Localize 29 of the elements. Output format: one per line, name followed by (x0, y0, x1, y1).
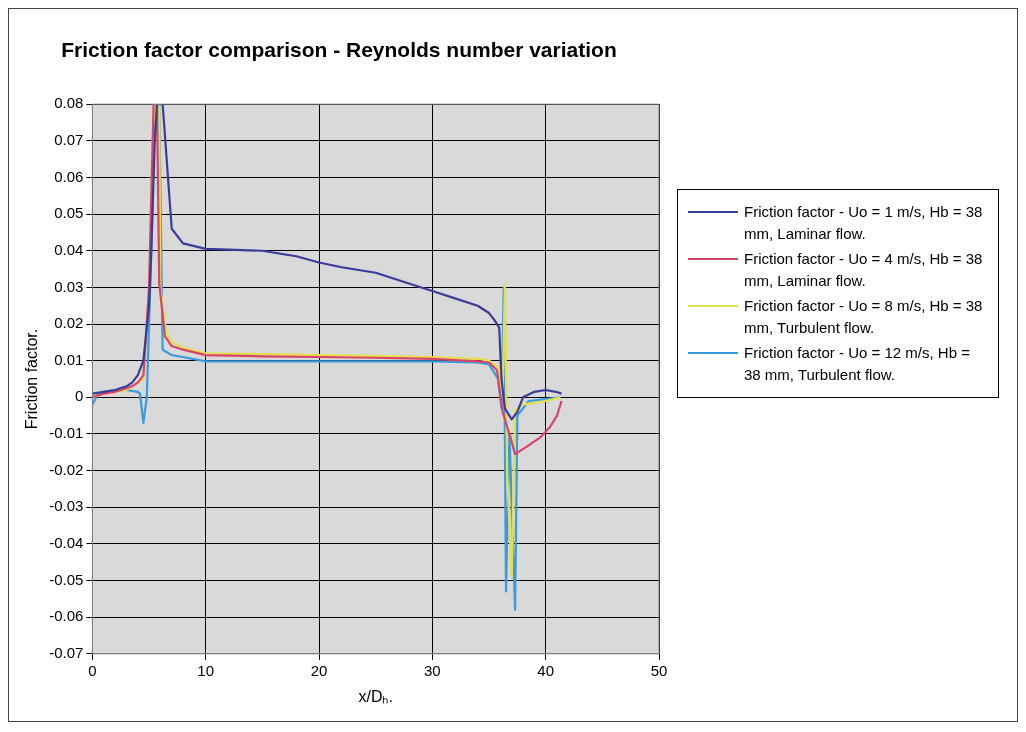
y-tick-label: -0.03 (49, 497, 84, 515)
y-tick-label: -0.05 (49, 570, 84, 588)
legend-label: Friction factor - Uo = 4 m/s, Hb = 38 mm, Laminar flow. (744, 249, 984, 291)
x-axis-title: x/Dₕ. (358, 687, 393, 705)
y-tick-label: -0.06 (49, 607, 84, 625)
x-tick-label: 20 (310, 661, 328, 679)
y-tick-label: 0.01 (54, 350, 84, 368)
y-tick-label: 0 (75, 387, 84, 405)
x-tick-label: 50 (650, 661, 668, 679)
y-tick-label: 0.04 (54, 240, 84, 258)
y-tick-label: 0.07 (54, 130, 84, 148)
legend-label: Friction factor - Uo = 12 m/s, Hb = 38 mm, Turbulent flow. (744, 343, 971, 385)
y-tick-label: -0.04 (49, 534, 84, 552)
x-tick-label: 10 (197, 661, 215, 679)
legend-label: Friction factor - Uo = 1 m/s, Hb = 38 mm, Laminar flow. (744, 202, 984, 244)
y-tick-label: 0.03 (54, 277, 84, 295)
y-tick-label: -0.02 (49, 460, 84, 478)
chart-title: Friction factor comparison - Reynolds number variation (61, 38, 617, 62)
y-axis-title: Friction factor. (23, 328, 41, 430)
y-tick-label: 0.02 (54, 314, 84, 332)
legend-label: Friction factor - Uo = 8 m/s, Hb = 38 mm, Turbulent flow. (744, 296, 984, 338)
y-tick-label: 0.08 (54, 94, 84, 112)
y-tick-label: 0.05 (54, 204, 84, 222)
x-tick-label: 30 (424, 661, 441, 679)
x-tick-label: 0 (88, 661, 97, 679)
y-tick-label: -0.01 (49, 424, 84, 442)
y-tick-label: 0.06 (54, 167, 84, 185)
y-tick-label: -0.07 (49, 643, 84, 661)
x-tick-label: 40 (537, 661, 555, 679)
